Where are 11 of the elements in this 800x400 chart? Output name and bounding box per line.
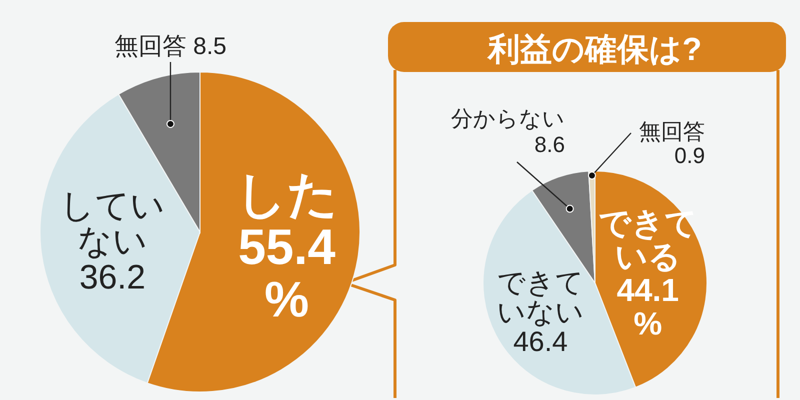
slice-label: 無回答 (639, 119, 705, 144)
data-label: 8.6 (534, 132, 565, 157)
slice-label: 分からない (451, 106, 565, 131)
chart-title: 利益の確保は? (486, 31, 702, 67)
data-label: 0.9 (674, 143, 705, 168)
slice-label: 無回答 8.5 (114, 33, 226, 60)
data-label: 36.2 (79, 258, 146, 296)
data-label: 46.4 (513, 326, 568, 357)
data-label: 44.1% (616, 272, 679, 342)
slice-label: できていない (496, 267, 584, 328)
slice-label: していない (60, 186, 165, 261)
